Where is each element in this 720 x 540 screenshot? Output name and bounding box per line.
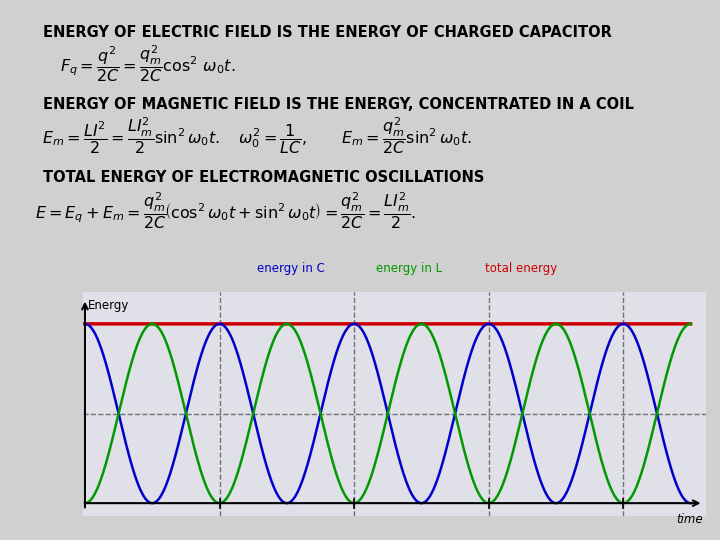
Text: TOTAL ENERGY OF ELECTROMAGNETIC OSCILLATIONS: TOTAL ENERGY OF ELECTROMAGNETIC OSCILLAT…: [43, 170, 485, 185]
Text: ENERGY OF MAGNETIC FIELD IS THE ENERGY, CONCENTRATED IN A COIL: ENERGY OF MAGNETIC FIELD IS THE ENERGY, …: [43, 97, 634, 112]
Text: $E_m = \dfrac{LI^2}{2} = \dfrac{LI_m^2}{2}\sin^2\omega_0 t.\quad\omega_0^2 = \df: $E_m = \dfrac{LI^2}{2} = \dfrac{LI_m^2}{…: [42, 116, 472, 157]
Text: energy in L: energy in L: [376, 261, 441, 274]
Text: time: time: [676, 513, 703, 526]
Text: total energy: total energy: [485, 261, 557, 274]
Text: energy in C: energy in C: [257, 261, 325, 274]
Text: Energy: Energy: [88, 300, 129, 313]
Text: ENERGY OF ELECTRIC FIELD IS THE ENERGY OF CHARGED CAPACITOR: ENERGY OF ELECTRIC FIELD IS THE ENERGY O…: [43, 25, 612, 40]
Text: $F_q = \dfrac{q^2}{2C} = \dfrac{q_m^2}{2C}\cos^2\,\omega_0 t.$: $F_q = \dfrac{q^2}{2C} = \dfrac{q_m^2}{2…: [60, 43, 235, 84]
Text: $E = E_q + E_m = \dfrac{q_m^2}{2C}\!\left(\cos^2\omega_0 t + \sin^2\omega_0 t\ri: $E = E_q + E_m = \dfrac{q_m^2}{2C}\!\lef…: [35, 191, 417, 231]
